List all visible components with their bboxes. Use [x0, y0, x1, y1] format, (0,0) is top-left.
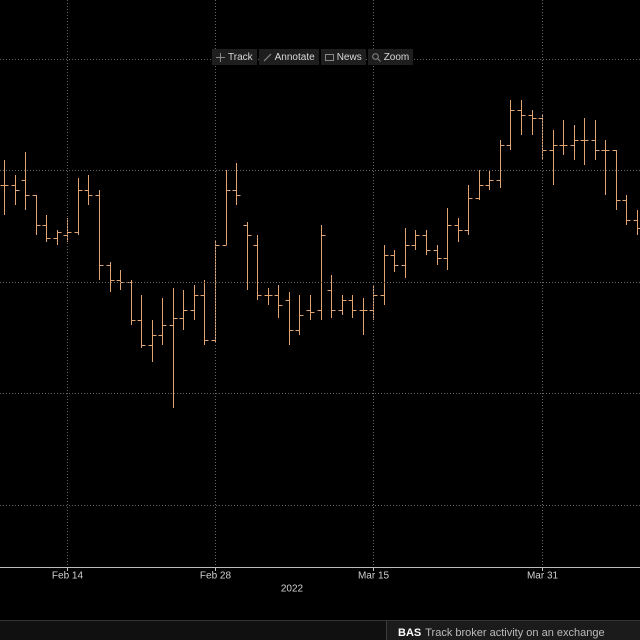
track-button[interactable]: Track [212, 49, 257, 65]
x-axis-label: 2022 [281, 584, 304, 595]
news-button[interactable]: News [320, 49, 366, 65]
x-tick-label: Feb 28 [200, 571, 232, 582]
hint-text: Track broker activity on an exchange [425, 627, 605, 639]
button-label: Annotate [274, 51, 315, 63]
button-label: News [336, 51, 362, 63]
x-tick-label: Mar 31 [527, 571, 559, 582]
command-line[interactable] [0, 621, 387, 640]
x-tick-label: Mar 15 [358, 571, 390, 582]
footer: BAS Track broker activity on an exchange [0, 620, 640, 640]
toolbar: Track Annotate News Zoom [212, 49, 414, 65]
x-tick-label: Feb 14 [52, 571, 84, 582]
button-label: Track [228, 51, 253, 63]
hint: BAS Track broker activity on an exchange [398, 627, 605, 639]
annotate-button[interactable]: Annotate [258, 49, 319, 65]
hint-code: BAS [398, 627, 422, 639]
zoom-button[interactable]: Zoom [367, 49, 414, 65]
button-label: Zoom [383, 51, 410, 63]
chart: Mar 31 Mar 15 Feb 28 Feb 14 2022 [0, 0, 640, 595]
